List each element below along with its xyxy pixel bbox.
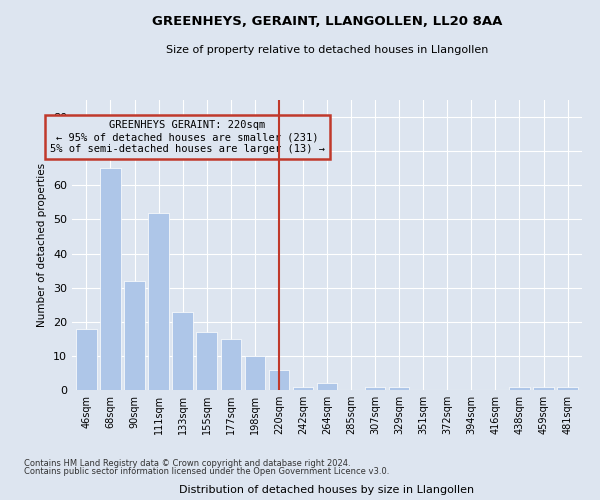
Bar [221,339,241,390]
Bar [317,383,337,390]
Text: Contains public sector information licensed under the Open Government Licence v3: Contains public sector information licen… [24,467,389,476]
Bar [76,328,97,390]
Bar [148,212,169,390]
Text: GREENHEYS, GERAINT, LLANGOLLEN, LL20 8AA: GREENHEYS, GERAINT, LLANGOLLEN, LL20 8AA [152,15,502,28]
Text: GREENHEYS GERAINT: 220sqm
← 95% of detached houses are smaller (231)
5% of semi-: GREENHEYS GERAINT: 220sqm ← 95% of detac… [50,120,325,154]
Bar [269,370,289,390]
Bar [100,168,121,390]
Y-axis label: Number of detached properties: Number of detached properties [37,163,47,327]
Text: Size of property relative to detached houses in Llangollen: Size of property relative to detached ho… [166,45,488,55]
Bar [196,332,217,390]
Bar [245,356,265,390]
Bar [389,386,409,390]
Bar [293,386,313,390]
Bar [509,386,530,390]
Bar [172,312,193,390]
Bar [557,386,578,390]
Text: Contains HM Land Registry data © Crown copyright and database right 2024.: Contains HM Land Registry data © Crown c… [24,458,350,468]
Bar [124,281,145,390]
Bar [533,386,554,390]
Bar [365,386,385,390]
Text: Distribution of detached houses by size in Llangollen: Distribution of detached houses by size … [179,485,475,495]
